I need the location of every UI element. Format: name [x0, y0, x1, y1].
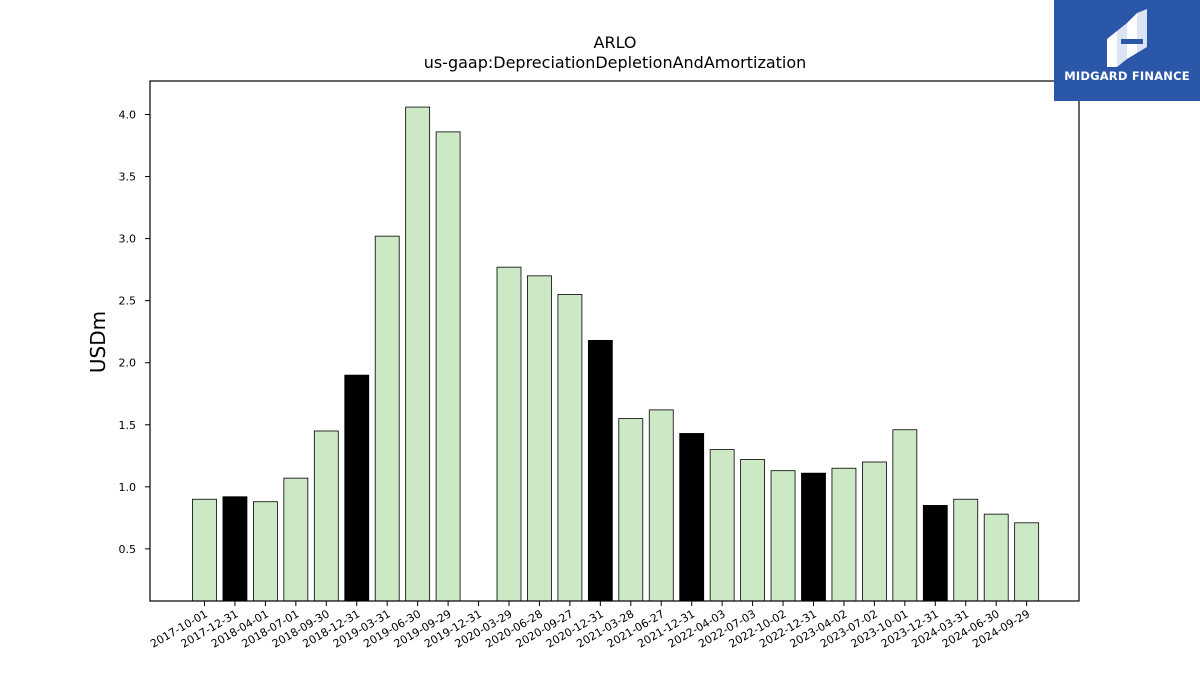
bar-2018-09-30 — [313, 430, 339, 602]
x-axis-ticks: 2017-10-012017-12-312018-04-012018-07-01… — [148, 601, 1032, 651]
y-axis-label: USDm — [86, 311, 110, 373]
bar-2019-09-29 — [435, 131, 461, 602]
y-tick-label: 2.0 — [119, 357, 137, 370]
bar-2022-12-31 — [801, 472, 826, 602]
y-tick-label: 3.5 — [119, 171, 137, 184]
bar-2020-06-28 — [527, 275, 552, 602]
bar-2023-04-02 — [831, 467, 857, 602]
y-tick-label: 1.5 — [119, 419, 137, 432]
bar-2024-06-30 — [983, 513, 1009, 602]
brand-logo: MIDGARD FINANCE — [1054, 0, 1200, 101]
brand-name: MIDGARD FINANCE — [1064, 69, 1190, 83]
y-tick-label: 1.0 — [119, 481, 137, 494]
bar-2021-03-28 — [618, 418, 644, 602]
y-axis-ticks: 0.5 1.0 1.5 2.0 2.5 3.0 3.5 4.0 — [119, 109, 150, 556]
bar-2022-10-02 — [770, 470, 796, 602]
brand-mark-icon — [1107, 9, 1147, 67]
y-tick-label: 3.0 — [119, 233, 137, 246]
bar-2023-12-31 — [922, 505, 948, 602]
bar-2022-07-03 — [740, 459, 765, 602]
bar-2018-12-31 — [344, 374, 370, 602]
plot-frame — [149, 80, 1080, 602]
y-tick-label: 2.5 — [119, 295, 137, 308]
bar-2019-03-31 — [374, 235, 400, 602]
bar-2020-09-27 — [557, 294, 583, 602]
y-tick-label: 0.5 — [119, 543, 137, 556]
bar-2018-07-01 — [283, 477, 309, 602]
bar-2021-06-27 — [648, 409, 674, 602]
bar-2017-12-31 — [222, 496, 248, 602]
bar-2020-12-31 — [587, 339, 613, 602]
chart-subtitle: us-gaap:DepreciationDepletionAndAmortiza… — [424, 53, 807, 72]
chart-title: ARLO — [594, 33, 637, 52]
y-tick-label: 4.0 — [119, 109, 137, 122]
bar-2023-07-02 — [862, 461, 887, 602]
bar-2018-04-01 — [252, 501, 278, 602]
bar-2024-03-31 — [953, 498, 979, 602]
bar-2023-10-01 — [892, 429, 918, 602]
bar-2022-04-03 — [709, 449, 735, 602]
bar-2017-10-01 — [192, 498, 217, 602]
bar-2019-06-30 — [405, 106, 431, 602]
bar-2020-03-29 — [496, 266, 522, 602]
bars-group — [192, 106, 1040, 602]
bar-2024-09-29 — [1014, 522, 1040, 602]
bar-2021-12-31 — [679, 433, 705, 602]
